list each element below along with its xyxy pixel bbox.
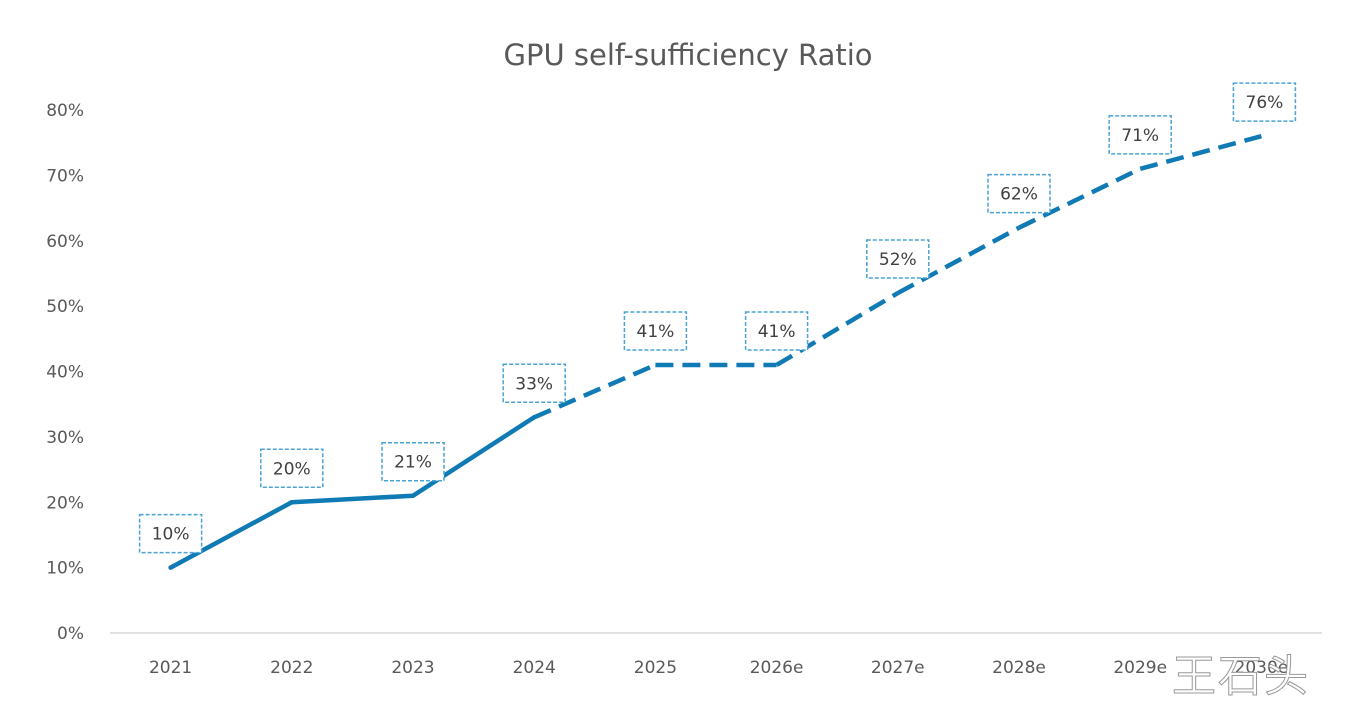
data-label-text: 41%	[758, 322, 796, 342]
data-label-box	[987, 173, 1051, 214]
x-tick-label: 2022	[270, 658, 313, 678]
x-tick-label: 2025	[634, 658, 677, 678]
y-tick-label: 40%	[46, 363, 84, 383]
data-label: 41%	[744, 311, 809, 351]
data-label: 10%	[138, 513, 203, 554]
data-label-box	[1232, 82, 1297, 122]
data-label-text: 76%	[1246, 93, 1284, 113]
x-tick-label: 2026e	[750, 658, 804, 678]
forecast-line-segment	[1139, 133, 1262, 172]
data-label-box	[260, 448, 324, 488]
data-label-box	[138, 513, 203, 554]
x-tick-label: 2024	[513, 658, 556, 678]
actual-line-segment	[410, 415, 537, 498]
series-line	[168, 133, 1262, 570]
data-label-text: 62%	[1000, 185, 1038, 205]
chart-title: GPU self-sufficiency Ratio	[503, 38, 872, 72]
data-label: 76%	[1232, 82, 1297, 122]
data-labels: 10% 20% 21% 33% 41% 41% 52% 62% 71% 76%	[138, 82, 1297, 554]
x-tick-label: 2021	[149, 658, 192, 678]
data-label-text: 10%	[152, 525, 190, 545]
x-tick-label: 2030e	[1235, 658, 1289, 678]
y-axis: 0% 10% 20% 30% 40% 50% 60% 70% 80%	[46, 101, 84, 644]
data-label: 21%	[381, 441, 445, 482]
y-tick-label: 60%	[46, 232, 84, 252]
forecast-line-segment	[775, 291, 899, 367]
data-label: 41%	[623, 311, 688, 351]
x-tick-label: 2028e	[992, 658, 1046, 678]
data-label-text: 21%	[394, 453, 432, 473]
data-label: 33%	[502, 363, 566, 404]
data-label: 71%	[1108, 115, 1172, 155]
data-label: 20%	[260, 448, 324, 488]
y-tick-label: 30%	[46, 428, 84, 448]
y-tick-label: 0%	[57, 624, 84, 644]
data-label: 52%	[866, 239, 930, 279]
data-label-box	[381, 441, 445, 482]
data-label-box	[744, 311, 809, 351]
data-label-text: 52%	[879, 250, 917, 270]
x-tick-label: 2029e	[1113, 658, 1167, 678]
data-label-text: 41%	[637, 322, 675, 342]
data-label-text: 71%	[1121, 126, 1159, 146]
x-tick-label: 2027e	[871, 658, 925, 678]
data-label-text: 33%	[515, 374, 553, 394]
y-tick-label: 50%	[46, 297, 84, 317]
forecast-line-segment	[1018, 166, 1142, 230]
actual-line-segment	[168, 500, 295, 570]
x-tick-label: 2023	[391, 658, 434, 678]
data-label-box	[866, 239, 930, 279]
watermark: 王石头	[1172, 651, 1310, 703]
x-axis: 2021 2022 2023 2024 2025 2026e 2027e 2028e 2029e…	[149, 658, 1288, 678]
forecast-line-segment	[896, 225, 1021, 296]
actual-line-segment	[289, 493, 416, 505]
data-label-text: 20%	[273, 459, 311, 479]
forecast-line-segment	[533, 362, 657, 420]
data-label-box	[623, 311, 688, 351]
data-label-box	[1108, 115, 1172, 155]
y-tick-label: 70%	[46, 166, 84, 186]
data-label-box	[502, 363, 566, 404]
y-tick-label: 20%	[46, 493, 84, 513]
y-tick-label: 80%	[46, 101, 84, 121]
data-label: 62%	[987, 173, 1051, 214]
y-tick-label: 10%	[46, 559, 84, 579]
